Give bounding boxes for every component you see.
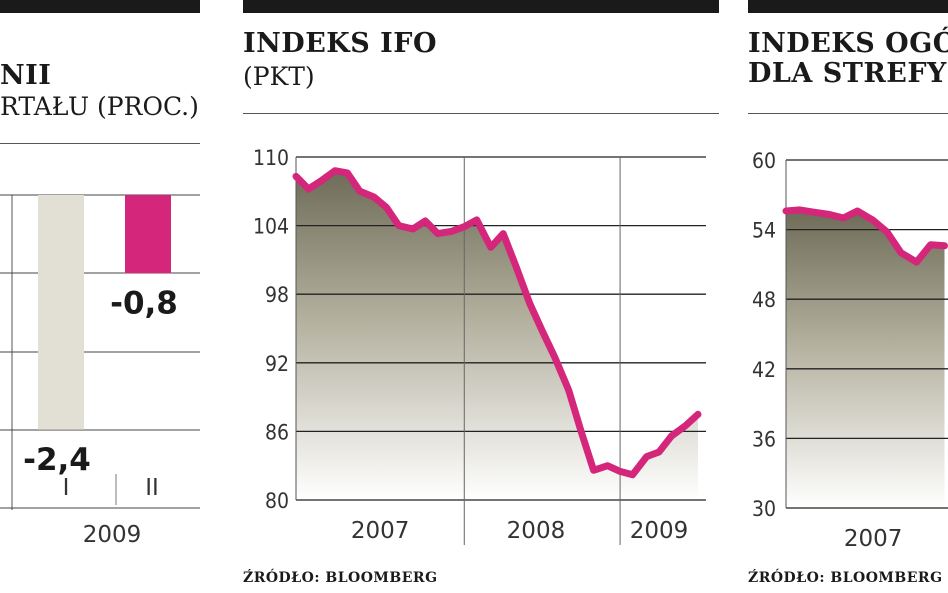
left-panel-top-bar [0,0,200,13]
x-axis-label: 2007 [351,518,410,544]
category-label: II [145,475,159,501]
middle-panel-subtitle: (PKT) [243,62,315,91]
pmi-series-line [782,206,948,266]
pmi-chart: 60 54 48 42 36 30 2007 [752,149,948,552]
ifo-chart: 110 104 98 92 86 80 2007 2008 2009 [253,146,706,545]
right-panel-divider [748,113,948,114]
right-panel-top-bar [748,0,948,13]
y-tick-label: 48 [752,288,776,312]
right-panel-title-line1: INDEKS OGÓ [748,28,948,59]
right-panel-title-line2: DLA STREFY [748,58,947,89]
middle-panel-title: INDEKS IFO [243,28,437,59]
y-tick-label: 98 [265,283,289,307]
left-panel-divider [0,143,200,144]
middle-panel-source: ŹRÓDŁO: BLOOMBERG [243,570,438,586]
bar-2 [125,195,171,274]
year-label: 2009 [83,522,142,548]
y-tick-label: 60 [752,149,776,173]
x-axis-label: 2009 [630,518,689,544]
y-tick-label: 30 [752,497,776,521]
pmi-area [786,209,945,508]
left-panel-title-line2: RTAŁU (PROC.) [0,92,199,121]
ifo-area [296,170,698,500]
bar-value-label: -2,4 [23,442,91,478]
bar-1 [38,195,84,430]
middle-panel-divider [243,113,719,114]
y-tick-label: 86 [265,420,289,444]
right-panel-source: ŹRÓDŁO: BLOOMBERG [748,570,943,586]
middle-panel-top-bar [243,0,719,13]
ifo-series-line [292,167,702,479]
y-tick-label: 54 [752,219,776,243]
y-tick-label: 92 [265,352,289,376]
y-tick-label: 110 [253,146,289,170]
x-axis-label: 2007 [844,526,903,552]
left-panel-title-line1: NII [0,60,52,91]
y-tick-label: 80 [265,489,289,513]
y-tick-label: 42 [752,358,776,382]
x-axis-label: 2008 [507,518,566,544]
y-tick-label: 36 [752,427,776,451]
y-tick-label: 104 [253,215,289,239]
bar-value-label: -0,8 [110,285,178,321]
category-label: I [63,475,70,501]
